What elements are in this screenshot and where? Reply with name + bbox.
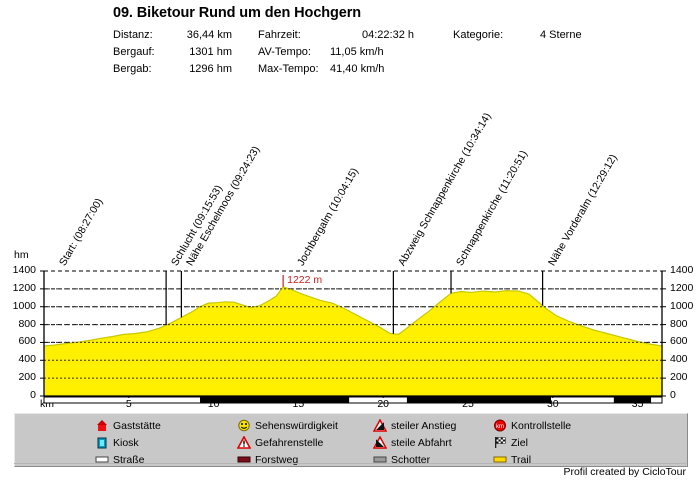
legend-item-label: Gefahrenstelle — [255, 437, 324, 449]
x-tick-label: 5 — [125, 398, 132, 410]
legend-item-label: Schotter — [391, 454, 431, 466]
waypoint-labels: Start: (08:27:00) Schlucht (09:15:53) Nähe… — [57, 111, 619, 268]
legend-item-label: Ziel — [511, 437, 528, 449]
stat-label-fahrzeit: Fahrzeit: — [258, 29, 301, 41]
footer-credit: Profil created by CicloTour — [563, 466, 686, 478]
kiosk-icon — [95, 436, 109, 449]
surface-segment-straße — [651, 397, 662, 403]
x-tick-label: 10 — [207, 398, 220, 410]
stat-label-bergab: Bergab: — [113, 63, 152, 75]
legend-item-label: steile Abfahrt — [391, 437, 452, 449]
surface-segment-forstweg — [406, 397, 552, 403]
stat-value-bergauf: 1301 hm — [189, 46, 232, 58]
stat-value-max-tempo: 41,40 km/h — [330, 63, 385, 75]
legend-item-label: Sehenswürdigkeit — [255, 420, 338, 432]
stat-label-bergauf: Bergauf: — [113, 46, 155, 58]
y-tick-label: 800 — [18, 317, 36, 330]
elevation-area — [44, 286, 662, 396]
stat-value-distanz: 36,44 km — [186, 29, 232, 41]
steep-ascent-icon — [372, 418, 388, 432]
y-tick-label: 600 — [18, 335, 36, 348]
trail-icon — [493, 453, 507, 466]
steep-descent-icon — [372, 435, 388, 449]
peak-annotation-label: 1222 m — [287, 274, 323, 286]
surface-segment-straße — [349, 397, 407, 403]
svg-text:km: km — [496, 424, 504, 430]
stat-value-kategorie: 4 Sterne — [540, 29, 582, 41]
surface-segment-straße — [44, 397, 201, 403]
gravel-icon — [373, 453, 387, 466]
legend-item-label: steiler Anstieg — [391, 420, 457, 432]
y-tick-label: 200 — [18, 371, 36, 384]
stat-label-av-tempo: AV-Tempo: — [258, 46, 311, 58]
surface-segment-forstweg — [200, 397, 350, 403]
y-tick-label-right: 400 — [670, 353, 688, 366]
legend-item-label: Kontrollstelle — [511, 420, 572, 432]
x-tick-label: 15 — [292, 398, 305, 410]
page-title: 09. Biketour Rund um den Hochgern — [113, 5, 362, 21]
x-tick-label: 20 — [377, 398, 390, 410]
stat-label-distanz: Distanz: — [113, 29, 153, 41]
legend-panel: Gaststätte Kiosk Straße Sehenswürdigkeit Gef… — [14, 413, 688, 467]
y-tick-label: 1200 — [12, 281, 36, 294]
x-tick-label: 25 — [462, 398, 474, 410]
legend-item-label: Forstweg — [255, 454, 299, 466]
legend-item-label: Straße — [113, 454, 145, 466]
elevation-line — [43, 286, 663, 347]
y-tick-label-right: 1400 — [670, 264, 694, 276]
hazard-icon — [236, 435, 252, 449]
elevation-profile-chart: hm km 0 0 200 200 400 400 600 600 800 800 1000 1000… — [0, 245, 700, 410]
y-tick-label-right: 800 — [670, 317, 688, 330]
finish-flag-icon — [493, 436, 507, 449]
road-icon — [95, 453, 109, 466]
checkpoint-icon: km — [493, 419, 507, 432]
header: 09. Biketour Rund um den Hochgern Distan… — [0, 0, 700, 90]
y-tick-label-right: 200 — [670, 371, 688, 384]
y-tick-label: 0 — [30, 389, 36, 401]
restaurant-icon — [95, 419, 109, 432]
legend-item-label: Kiosk — [113, 437, 139, 449]
plot-svg — [40, 270, 666, 404]
y-tick-label-right: 1000 — [670, 299, 694, 312]
y-tick-label-right: 0 — [670, 389, 676, 401]
stat-value-fahrzeit: 04:22:32 h — [362, 29, 414, 41]
sight-icon — [237, 419, 251, 432]
surface-bar-frame — [43, 396, 663, 404]
y-tick-label-right: 600 — [670, 335, 688, 348]
stat-value-av-tempo: 11,05 km/h — [330, 46, 384, 58]
x-tick-label: 35 — [631, 398, 644, 410]
surface-segment-forstweg — [613, 397, 652, 403]
surface-segment-straße — [551, 397, 614, 403]
y-tick-label: 400 — [18, 353, 36, 366]
legend-item-label: Gaststätte — [113, 420, 161, 432]
footer-divider — [14, 463, 686, 464]
stat-label-kategorie: Kategorie: — [453, 29, 504, 41]
y-axis-label: hm — [14, 249, 29, 261]
forestroad-icon — [237, 453, 251, 466]
y-tick-label-right: 1200 — [670, 281, 694, 294]
y-tick-label: 1000 — [12, 299, 36, 312]
legend-item-label: Trail — [511, 454, 532, 466]
stat-label-max-tempo: Max-Tempo: — [258, 63, 319, 75]
y-tick-label: 1400 — [12, 264, 36, 276]
stat-value-bergab: 1296 hm — [189, 63, 232, 75]
x-tick-label: 30 — [546, 398, 559, 410]
